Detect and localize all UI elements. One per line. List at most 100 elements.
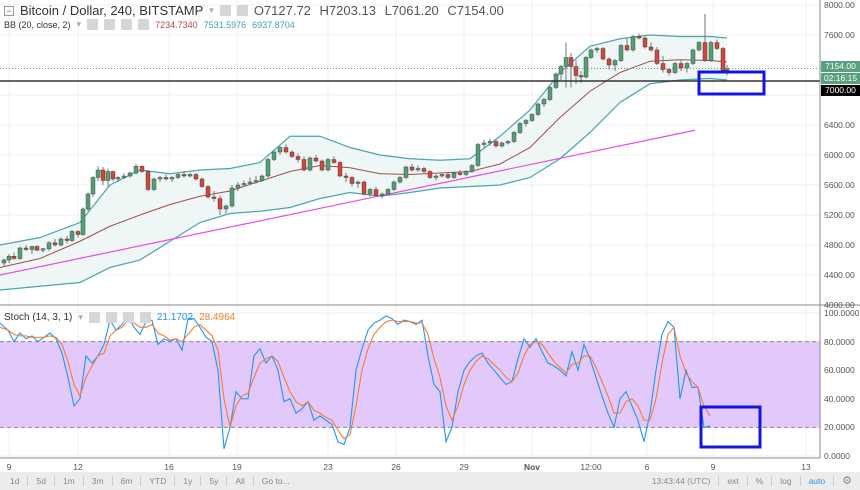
time-label: 9 <box>6 462 12 472</box>
auto-toggle[interactable]: auto <box>799 476 834 486</box>
symbol-title[interactable]: Bitcoin / Dollar, 240, BITSTAMP <box>20 3 204 18</box>
candle-body <box>618 45 624 61</box>
stoch-label[interactable]: Stoch (14, 3, 1) <box>4 312 73 323</box>
candle-body <box>487 141 493 144</box>
candle-body <box>1 259 7 264</box>
bollinger-fill <box>0 35 727 290</box>
price-label: 5200.00 <box>824 210 855 220</box>
candle-body <box>481 142 487 145</box>
ohlc-values: O7127.72 H7203.13 L7061.20 C7154.00 <box>254 3 509 18</box>
range-button-goto[interactable]: Go to... <box>261 476 290 486</box>
percent-toggle[interactable]: % <box>746 476 772 486</box>
eye-icon[interactable] <box>87 19 99 30</box>
candle-body <box>205 186 211 198</box>
candle-body <box>600 48 606 60</box>
price-label: 5600.00 <box>824 180 855 190</box>
candle-body <box>95 169 101 178</box>
stoch-d-value: 28.4964 <box>199 312 236 323</box>
candle-body <box>75 231 81 235</box>
candle-body <box>427 171 433 178</box>
utc-clock[interactable]: 13:43:44 (UTC) <box>651 476 711 486</box>
candle-body <box>642 37 648 48</box>
candle-body <box>259 175 265 181</box>
hline-price-tag: 7000.00 <box>821 85 860 96</box>
candle-body <box>29 246 35 250</box>
settings-icon[interactable] <box>105 312 117 323</box>
candle-body <box>547 87 553 100</box>
highlight-box-price <box>697 70 766 96</box>
range-button-all[interactable]: All <box>227 476 254 486</box>
stoch-label: 80.0000 <box>824 336 855 347</box>
candle-body <box>714 42 720 49</box>
candle-body <box>373 189 379 196</box>
candle-body <box>139 166 145 172</box>
candle-body <box>105 171 111 181</box>
stoch-label: 20.0000 <box>824 422 855 433</box>
time-label: 29 <box>459 462 469 472</box>
candle-body <box>157 177 163 180</box>
range-button-6m[interactable]: 6m <box>113 476 142 486</box>
range-button-1d[interactable]: 1d <box>2 476 29 486</box>
candle-body <box>439 174 445 177</box>
candles <box>1 14 730 266</box>
candle-body <box>535 103 541 115</box>
chevron-down-icon[interactable]: ▾ <box>76 19 82 29</box>
close-icon[interactable] <box>139 312 151 323</box>
candle-body <box>499 142 505 147</box>
add-icon[interactable] <box>122 312 134 323</box>
candle-body <box>235 184 241 189</box>
settings-icon[interactable] <box>236 5 248 16</box>
ext-toggle[interactable]: ext <box>718 476 746 486</box>
range-button-3m[interactable]: 3m <box>84 476 113 486</box>
candle-body <box>40 248 46 251</box>
highlight-boxes <box>697 70 766 449</box>
candle-body <box>100 169 106 181</box>
range-button-ytd[interactable]: YTD <box>141 476 176 486</box>
candle-body <box>355 181 361 184</box>
log-toggle[interactable]: log <box>771 476 799 486</box>
eye-icon[interactable] <box>88 312 100 323</box>
candle-body <box>127 172 133 177</box>
range-button-5d[interactable]: 5d <box>28 476 55 486</box>
time-label: 6 <box>644 462 650 472</box>
candle-body <box>277 147 283 153</box>
bb-fill <box>0 35 727 290</box>
collapse-icon[interactable]: − <box>4 5 14 16</box>
candle-body <box>684 63 690 69</box>
candle-body <box>69 231 75 241</box>
candle-body <box>17 247 23 259</box>
close-icon[interactable] <box>138 19 150 30</box>
range-button-1m[interactable]: 1m <box>55 476 84 486</box>
highlight-box-stoch <box>699 405 762 449</box>
eye-icon[interactable] <box>219 5 231 16</box>
price-label: 4400.00 <box>824 270 855 280</box>
candle-body <box>151 178 157 190</box>
candle-body <box>175 174 181 178</box>
gear-icon[interactable]: ⚙ <box>833 476 860 487</box>
stoch-band <box>0 341 820 428</box>
candle-body <box>271 151 277 160</box>
last-price-tag: 7154.00 <box>821 61 860 72</box>
close-value: C7154.00 <box>447 3 504 18</box>
candle-body <box>568 57 574 67</box>
bb-label[interactable]: BB (20, close, 2) <box>4 19 71 30</box>
time-label: 12 <box>73 462 83 472</box>
add-icon[interactable] <box>121 19 133 30</box>
candle-body <box>702 42 708 61</box>
range-button-5y[interactable]: 5y <box>201 476 228 486</box>
candle-body <box>295 156 301 160</box>
candle-body <box>319 160 325 171</box>
candle-body <box>289 151 295 157</box>
chevron-down-icon[interactable]: ▾ <box>209 5 214 15</box>
countdown-tag: 02:16:15 <box>821 73 860 84</box>
settings-icon[interactable] <box>104 19 116 30</box>
candle-body <box>145 171 151 190</box>
candle-body <box>163 177 169 180</box>
range-button-1y[interactable]: 1y <box>175 476 202 486</box>
candle-body <box>463 171 469 175</box>
candle-body <box>666 69 672 73</box>
candle-body <box>349 177 355 184</box>
chevron-down-icon[interactable]: ▾ <box>78 312 83 322</box>
candle-body <box>469 165 475 172</box>
